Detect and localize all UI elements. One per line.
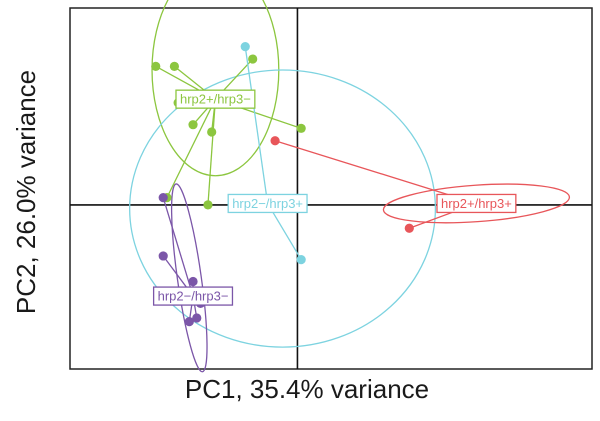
point-hrp2pos-hrp3pos-1 xyxy=(270,136,280,146)
point-hrp2pos-hrp3neg-6 xyxy=(207,127,217,137)
spoke-hrp2pos-hrp3neg-8 xyxy=(166,98,216,198)
ellipse-hrp2neg-hrp3neg xyxy=(170,183,208,373)
group-label-box-hrp2pos-hrp3neg xyxy=(175,89,256,109)
group-label-box-hrp2pos-hrp3pos xyxy=(436,193,517,214)
point-hrp2pos-hrp3neg-9 xyxy=(203,200,213,210)
group-label-box-hrp2neg-hrp3neg xyxy=(152,286,234,306)
x-axis-title: PC1, 35.4% variance xyxy=(185,374,429,404)
plot-frame xyxy=(69,7,593,370)
point-hrp2pos-hrp3neg-2 xyxy=(169,61,179,71)
spoke-hrp2neg-hrp3pos-1 xyxy=(244,46,269,204)
group-label-hrp2pos-hrp3neg: hrp2+/hrp3− xyxy=(180,92,251,107)
point-hrp2pos-hrp3neg-5 xyxy=(188,120,198,130)
spoke-hrp2pos-hrp3pos-1 xyxy=(274,140,477,205)
point-hrp2pos-hrp3neg-1 xyxy=(151,61,161,71)
group-label-box-hrp2neg-hrp3pos xyxy=(227,193,308,214)
point-hrp2neg-hrp3neg-3 xyxy=(188,276,198,287)
point-hrp2pos-hrp3neg-7 xyxy=(296,123,306,133)
point-hrp2pos-hrp3pos-2 xyxy=(404,223,414,233)
point-hrp2neg-hrp3neg-5 xyxy=(192,313,202,323)
group-label-hrp2pos-hrp3pos: hrp2+/hrp3+ xyxy=(441,196,512,211)
point-hrp2neg-hrp3neg-2 xyxy=(158,251,168,261)
ellipse-hrp2neg-hrp3pos xyxy=(129,69,437,348)
point-hrp2neg-hrp3pos-2 xyxy=(296,255,306,265)
group-label-hrp2neg-hrp3pos: hrp2−/hrp3+ xyxy=(232,196,303,211)
group-label-hrp2neg-hrp3neg: hrp2−/hrp3− xyxy=(158,289,229,304)
point-hrp2neg-hrp3pos-1 xyxy=(240,42,250,52)
spoke-hrp2pos-hrp3neg-9 xyxy=(207,99,217,205)
spoke-hrp2neg-hrp3neg-1 xyxy=(162,197,194,297)
point-hrp2pos-hrp3neg-4 xyxy=(248,54,258,64)
plot-layer: hrp2+/hrp3− hrp2−/hrp3+ hrp2+/hrp3+ hrp2−/h… xyxy=(69,0,593,373)
ellipse-hrp2pos-hrp3pos xyxy=(382,183,571,224)
point-hrp2neg-hrp3neg-6 xyxy=(184,316,194,327)
point-hrp2neg-hrp3neg-1 xyxy=(158,193,168,203)
y-axis-title: PC2, 26.0% variance xyxy=(11,70,41,314)
